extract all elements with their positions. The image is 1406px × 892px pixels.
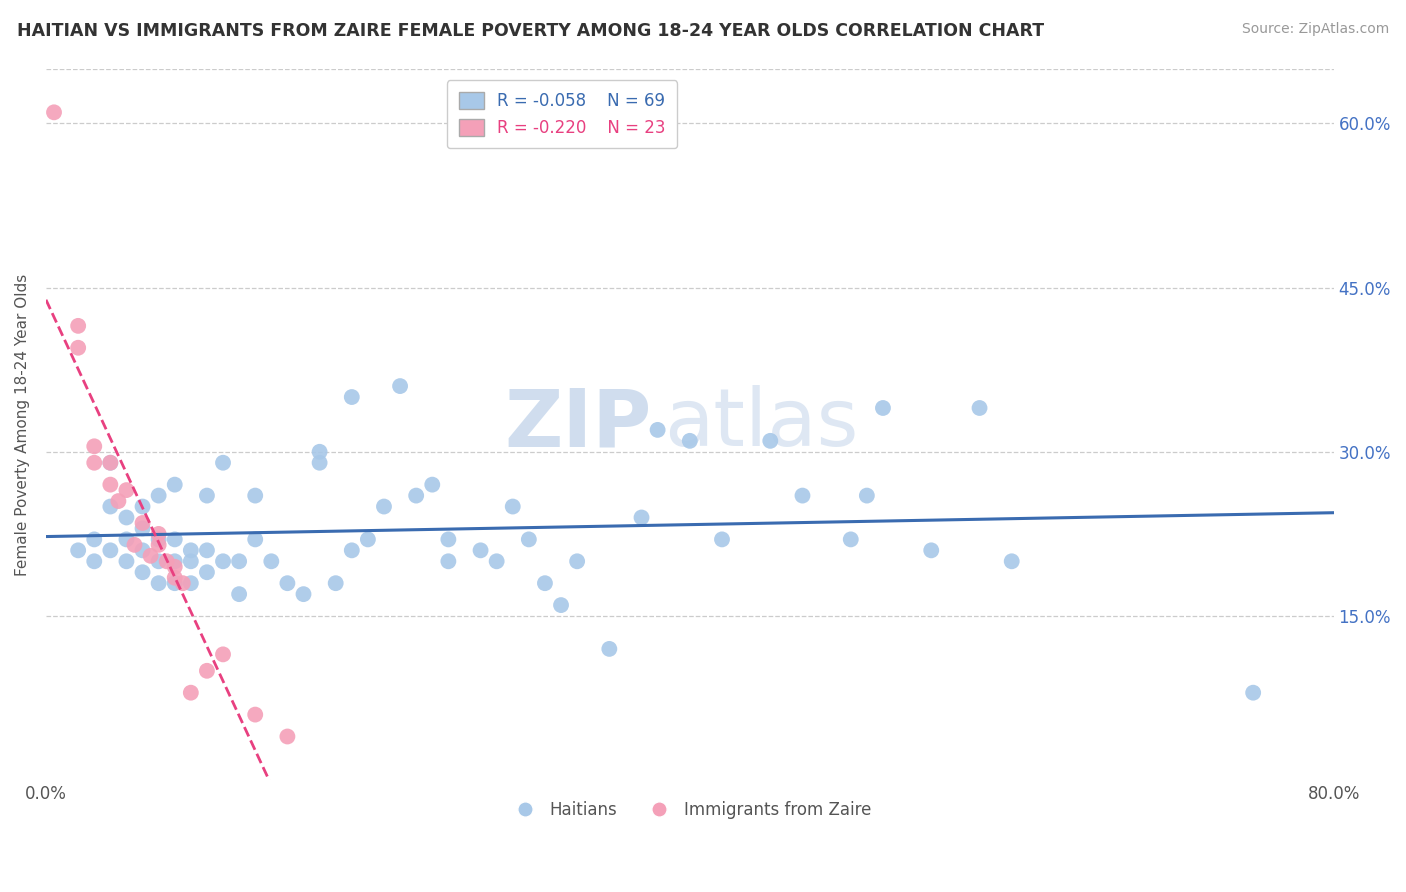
Point — [502, 500, 524, 514]
Point — [839, 533, 862, 547]
Point — [148, 538, 170, 552]
Point — [325, 576, 347, 591]
Point — [163, 571, 186, 585]
Point — [308, 456, 330, 470]
Point — [1001, 554, 1024, 568]
Point — [139, 549, 162, 563]
Point — [969, 401, 991, 415]
Point — [131, 543, 153, 558]
Point — [276, 576, 298, 591]
Point — [340, 390, 363, 404]
Point — [131, 500, 153, 514]
Point — [115, 483, 138, 497]
Point — [245, 489, 267, 503]
Point — [517, 533, 540, 547]
Point — [131, 566, 153, 580]
Point — [163, 576, 186, 591]
Point — [260, 554, 283, 568]
Point — [98, 543, 121, 558]
Point — [630, 510, 652, 524]
Point — [647, 423, 669, 437]
Point — [172, 576, 194, 591]
Point — [115, 510, 138, 524]
Point — [920, 543, 942, 558]
Point — [485, 554, 508, 568]
Point — [420, 477, 443, 491]
Point — [212, 456, 235, 470]
Point — [373, 500, 395, 514]
Point — [245, 533, 267, 547]
Point — [148, 527, 170, 541]
Y-axis label: Female Poverty Among 18-24 Year Olds: Female Poverty Among 18-24 Year Olds — [15, 273, 30, 575]
Point — [42, 105, 65, 120]
Point — [679, 434, 702, 448]
Point — [856, 489, 879, 503]
Point — [107, 494, 129, 508]
Point — [357, 533, 380, 547]
Point — [437, 554, 460, 568]
Point — [67, 318, 90, 333]
Point — [195, 566, 218, 580]
Point — [67, 341, 90, 355]
Point — [67, 543, 90, 558]
Point — [83, 439, 105, 453]
Point — [195, 543, 218, 558]
Point — [180, 686, 202, 700]
Point — [83, 533, 105, 547]
Point — [534, 576, 557, 591]
Point — [245, 707, 267, 722]
Point — [180, 543, 202, 558]
Point — [340, 543, 363, 558]
Point — [872, 401, 894, 415]
Point — [163, 533, 186, 547]
Point — [131, 521, 153, 535]
Point — [98, 477, 121, 491]
Point — [115, 554, 138, 568]
Point — [148, 554, 170, 568]
Point — [131, 516, 153, 530]
Point — [148, 489, 170, 503]
Point — [115, 533, 138, 547]
Point — [598, 641, 620, 656]
Text: atlas: atlas — [664, 385, 859, 464]
Point — [437, 533, 460, 547]
Point — [195, 489, 218, 503]
Point — [228, 587, 250, 601]
Point — [180, 576, 202, 591]
Point — [98, 456, 121, 470]
Text: HAITIAN VS IMMIGRANTS FROM ZAIRE FEMALE POVERTY AMONG 18-24 YEAR OLDS CORRELATIO: HAITIAN VS IMMIGRANTS FROM ZAIRE FEMALE … — [17, 22, 1045, 40]
Point — [83, 554, 105, 568]
Point — [389, 379, 412, 393]
Point — [792, 489, 814, 503]
Point — [1241, 686, 1264, 700]
Point — [148, 576, 170, 591]
Text: Source: ZipAtlas.com: Source: ZipAtlas.com — [1241, 22, 1389, 37]
Point — [163, 477, 186, 491]
Point — [180, 554, 202, 568]
Legend: Haitians, Immigrants from Zaire: Haitians, Immigrants from Zaire — [502, 794, 879, 825]
Point — [163, 559, 186, 574]
Text: ZIP: ZIP — [503, 385, 651, 464]
Point — [148, 533, 170, 547]
Point — [711, 533, 734, 547]
Point — [98, 500, 121, 514]
Point — [212, 648, 235, 662]
Point — [470, 543, 492, 558]
Point — [156, 554, 179, 568]
Point — [228, 554, 250, 568]
Point — [83, 456, 105, 470]
Point — [163, 554, 186, 568]
Point — [276, 730, 298, 744]
Point — [759, 434, 782, 448]
Point — [308, 444, 330, 458]
Point — [195, 664, 218, 678]
Point — [565, 554, 588, 568]
Point — [98, 456, 121, 470]
Point — [292, 587, 315, 601]
Point — [405, 489, 427, 503]
Point — [212, 554, 235, 568]
Point — [550, 598, 572, 612]
Point — [124, 538, 146, 552]
